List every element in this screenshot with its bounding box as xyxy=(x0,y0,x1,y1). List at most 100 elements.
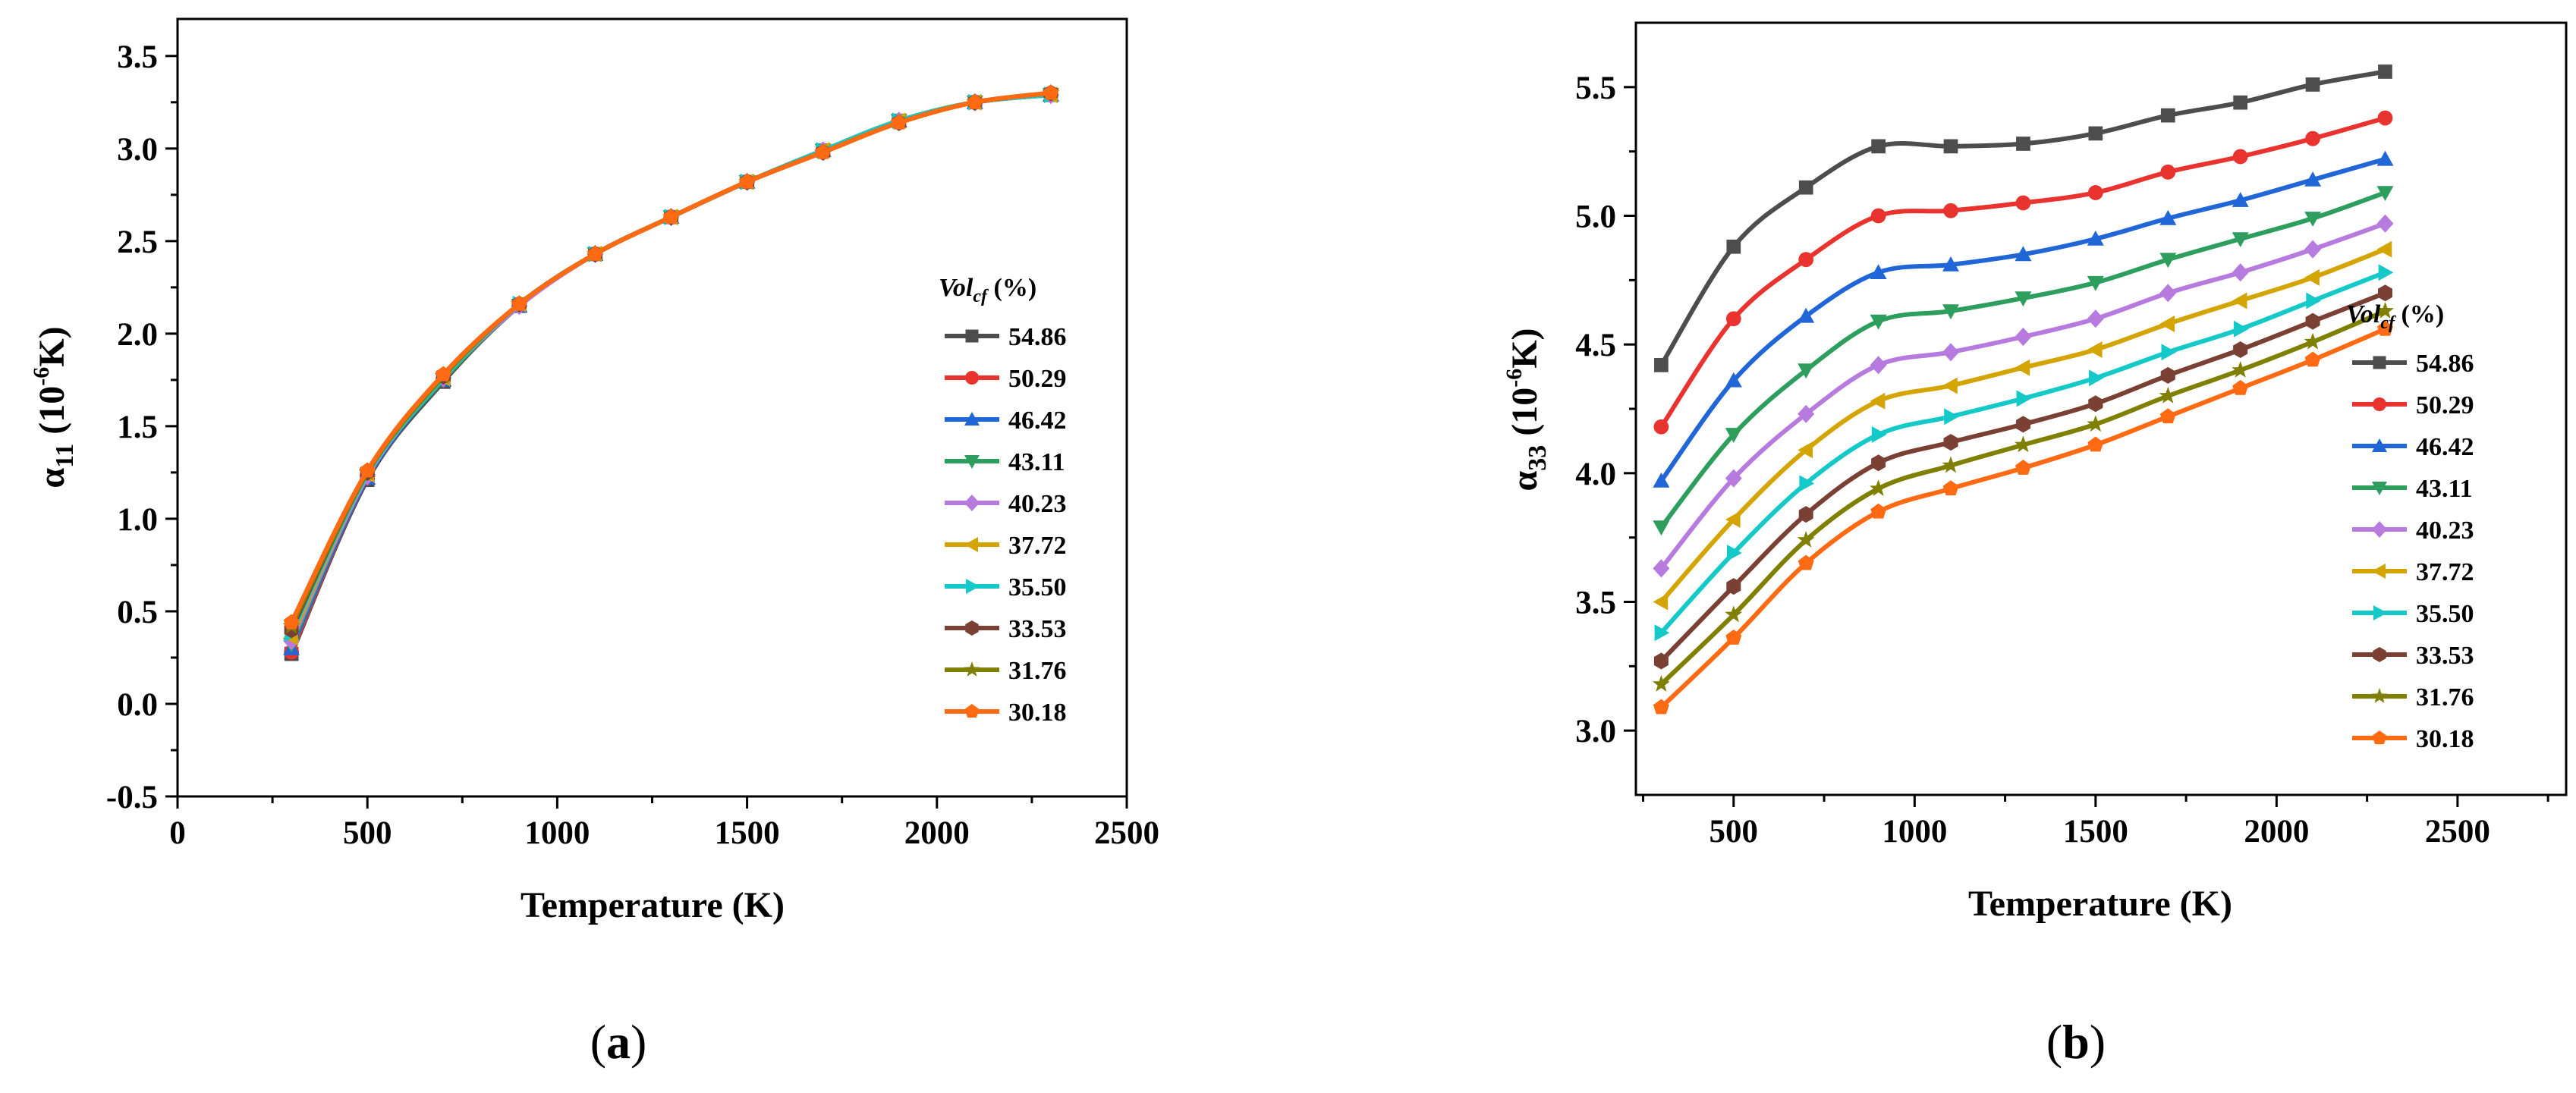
panel-b-data-point xyxy=(1652,675,1670,692)
panel-a-legend-label: 33.53 xyxy=(1008,615,1067,643)
panel-b-data-point xyxy=(1725,311,1741,327)
panel-b-y-tick-label: 5.5 xyxy=(1575,71,1616,106)
panel-a-y-tick-label: 0.5 xyxy=(117,595,158,630)
panel-b-series xyxy=(1652,64,2394,715)
panel-b-legend-marker xyxy=(2372,482,2387,495)
panel-b-data-point xyxy=(2304,269,2320,286)
panel-b-data-point xyxy=(1653,652,1669,670)
panel-b-data-point xyxy=(2160,108,2175,123)
panel-b-data-point xyxy=(1653,699,1669,715)
panel-a-legend-marker xyxy=(964,537,978,552)
panel-b-data-point xyxy=(2014,435,2032,453)
panel-b-data-point xyxy=(2377,110,2393,126)
panel-b-data-point xyxy=(2087,275,2104,291)
panel-a-x-tick-label: 2000 xyxy=(904,815,970,851)
panel-b-y-tick-label: 5.0 xyxy=(1575,199,1616,235)
panel-b-legend-label: 50.29 xyxy=(2416,391,2474,419)
panel-b-legend-label: 54.86 xyxy=(2416,350,2474,378)
panel-a-legend-label: 37.72 xyxy=(1008,532,1067,560)
panel-b-legend-marker xyxy=(2372,730,2387,745)
panel-b-data-point xyxy=(1726,239,1741,254)
panel-b-data-point xyxy=(1942,377,1958,394)
panel-a-legend-marker xyxy=(965,620,979,636)
panel-b-y-tick-label: 4.0 xyxy=(1575,457,1616,492)
panel-b-series-line-50.29 xyxy=(1659,115,2386,429)
panel-b-data-point xyxy=(2304,171,2322,187)
panel-b-data-point xyxy=(2016,137,2030,151)
panel-a-data-point xyxy=(587,245,603,261)
panel-a-data-point xyxy=(435,366,451,382)
panel-a-data-point xyxy=(739,173,756,189)
panel-b-data-point xyxy=(1870,264,1887,279)
panel-b-data-point xyxy=(2232,149,2248,165)
panel-a-legend-label: 50.29 xyxy=(1008,365,1067,393)
panel-a-label: (a) xyxy=(590,1015,647,1069)
panel-b-data-point xyxy=(1943,203,1958,218)
panel-a-y-tick-label: 2.5 xyxy=(117,225,158,260)
panel-a-series-line-31.76 xyxy=(289,90,1052,627)
panel-b-data-point xyxy=(2305,77,2320,92)
panel-b-legend-marker xyxy=(2373,647,2386,662)
panel-b-data-point xyxy=(2087,185,2103,200)
panel-a-legend-marker xyxy=(964,495,980,511)
panel-b-x-axis-title: Temperature (K) xyxy=(1968,884,2232,924)
panel-b-y-tick-label: 4.5 xyxy=(1575,328,1616,363)
panel-a-y-axis-title: α11 (10-6K) xyxy=(29,326,79,488)
panel-b-data-point xyxy=(2087,231,2104,246)
panel-b-data-point xyxy=(2015,359,2030,376)
panel-b-data-point xyxy=(1725,630,1742,645)
panel-b-label: (b) xyxy=(2046,1015,2106,1069)
panel-b-data-point xyxy=(1653,593,1669,611)
panel-b-data-point xyxy=(1653,419,1669,435)
panel-b-data-point xyxy=(2232,292,2247,309)
panel-a-data-point xyxy=(1043,84,1059,100)
panel-b-x-tick-label: 2500 xyxy=(2425,814,2490,850)
panel-b-legend-marker xyxy=(2372,564,2386,579)
panel-a-series-line-35.50 xyxy=(289,93,1052,635)
panel-b-data-point xyxy=(2015,327,2032,347)
panel-b-data-point xyxy=(2376,186,2394,201)
panel-b-data-point xyxy=(1798,180,1813,195)
panel-b-data-point xyxy=(1799,475,1815,492)
panel-b-data-point xyxy=(1798,404,1815,423)
panel-a-y-tick-label: 1.5 xyxy=(117,410,158,445)
panel-b-data-point xyxy=(1942,256,1959,272)
panel-a-legend-label: 54.86 xyxy=(1008,323,1067,351)
panel-b-data-point xyxy=(1654,357,1669,372)
panel-b-data-point xyxy=(1725,469,1742,488)
panel-b-data-point xyxy=(1653,559,1670,578)
panel-b-data-point xyxy=(2160,164,2176,180)
panel-a-data-point xyxy=(891,114,907,130)
panel-b-legend-title: Volcf (%) xyxy=(2346,300,2444,333)
panel-b-data-point xyxy=(1798,307,1815,323)
panel-a-legend-marker xyxy=(966,579,980,594)
panel-b-data-point xyxy=(2015,291,2032,307)
panel-a-legend-label: 31.76 xyxy=(1008,657,1067,685)
panel-b-data-point xyxy=(2088,395,2103,413)
panel-b-data-point xyxy=(1942,343,1959,362)
panel-a-legend-label: 43.11 xyxy=(1008,448,1065,476)
panel-a-data-point xyxy=(283,614,300,630)
panel-a-legend-marker xyxy=(964,704,980,718)
panel-b-data-point xyxy=(2015,416,2030,433)
panel-b-data-point xyxy=(1797,531,1815,548)
panel-b-data-point xyxy=(1942,456,1960,473)
panel-b-data-point xyxy=(2378,284,2392,302)
panel-b-x-tick-label: 2000 xyxy=(2244,814,2309,850)
panel-b-series-line-43.11 xyxy=(1659,190,2386,529)
panel-b-data-point xyxy=(2087,309,2104,328)
panel-b-data-point xyxy=(1653,473,1670,488)
panel-a-x-tick-label: 2500 xyxy=(1094,815,1159,851)
panel-a-data-point xyxy=(511,295,527,311)
panel-b-y-axis-title: α33 (10-6K) xyxy=(1502,328,1552,491)
panel-b-legend-marker xyxy=(2371,688,2388,703)
panel-b-legend: Volcf (%) 54.86 50.29 46.42 43.11 40.23 37.72 3… xyxy=(2346,300,2474,753)
panel-b-legend-label: 33.53 xyxy=(2416,642,2474,670)
panel-b-data-point xyxy=(1871,454,1886,472)
panel-a-y-tick-label: 3.5 xyxy=(117,39,158,75)
panel-b-data-point xyxy=(2232,361,2250,378)
panel-b-series-line-33.53 xyxy=(1659,291,2386,663)
panel-b-data-point xyxy=(2378,264,2394,281)
panel-b-data-point xyxy=(2088,126,2103,141)
